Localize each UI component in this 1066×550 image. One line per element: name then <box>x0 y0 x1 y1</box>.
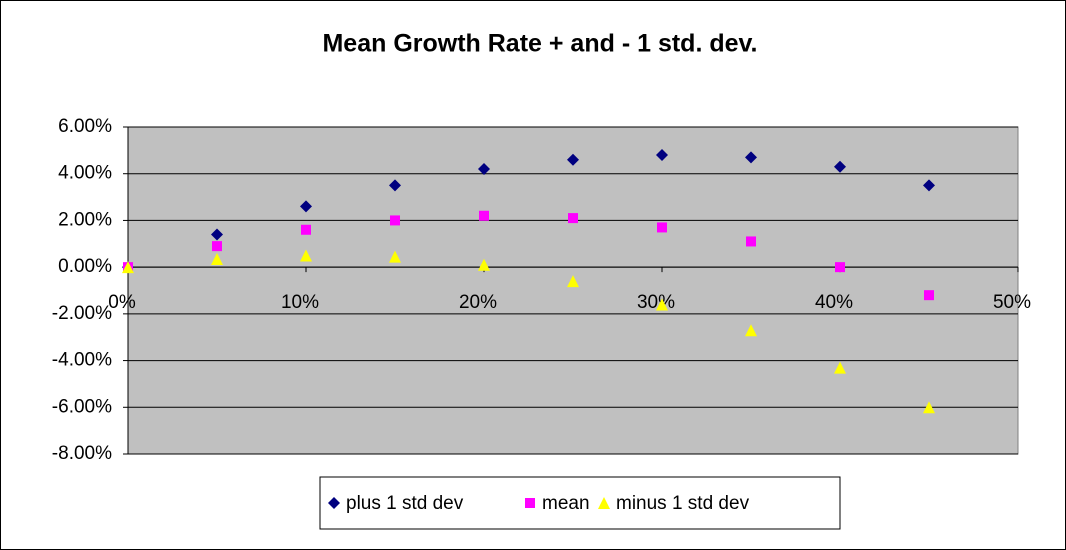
y-tick-label: 4.00% <box>58 163 112 184</box>
legend-marker <box>598 497 610 509</box>
marker <box>478 163 490 176</box>
marker <box>745 324 757 337</box>
plot-area <box>127 126 1019 455</box>
marker <box>300 249 312 262</box>
x-tick-label: 50% <box>993 292 1031 313</box>
legend <box>319 476 841 530</box>
marker <box>389 179 401 192</box>
marker <box>835 262 845 273</box>
marker <box>746 236 756 247</box>
marker <box>567 275 579 288</box>
legend-label: plus 1 std dev <box>346 493 464 514</box>
marker <box>301 224 311 235</box>
x-tick-label: 20% <box>459 292 497 313</box>
marker <box>211 252 223 265</box>
marker <box>122 261 134 274</box>
marker <box>212 241 222 252</box>
marker <box>923 401 935 414</box>
marker <box>834 361 846 374</box>
x-tick-label: 30% <box>637 292 675 313</box>
marker <box>211 228 223 241</box>
legend-label: mean <box>542 493 590 514</box>
y-tick-label: 2.00% <box>58 209 112 230</box>
marker <box>389 250 401 263</box>
x-tick-label: 40% <box>815 292 853 313</box>
x-tick-label: 10% <box>281 292 319 313</box>
marker <box>924 290 934 301</box>
marker <box>656 149 668 162</box>
y-tick-label: -8.00% <box>52 443 112 464</box>
legend-marker <box>525 498 535 508</box>
marker <box>478 258 490 271</box>
marker <box>834 160 846 173</box>
y-tick-label: 6.00% <box>58 116 112 137</box>
marker <box>568 213 578 224</box>
marker <box>923 179 935 192</box>
chart-title: Mean Growth Rate + and - 1 std. dev. <box>322 30 757 58</box>
marker <box>745 151 757 164</box>
y-tick-label: -4.00% <box>52 350 112 371</box>
legend-marker <box>328 497 340 509</box>
marker <box>656 298 668 311</box>
marker <box>567 153 579 166</box>
y-tick-label: -2.00% <box>52 303 112 324</box>
y-tick-label: 0.00% <box>58 256 112 277</box>
marker <box>479 210 489 221</box>
marker <box>657 222 667 233</box>
marker <box>300 200 312 213</box>
y-tick-label: -6.00% <box>52 396 112 417</box>
legend-label: minus 1 std dev <box>616 493 750 514</box>
marker <box>390 215 400 226</box>
x-tick-label: 0% <box>108 292 136 313</box>
